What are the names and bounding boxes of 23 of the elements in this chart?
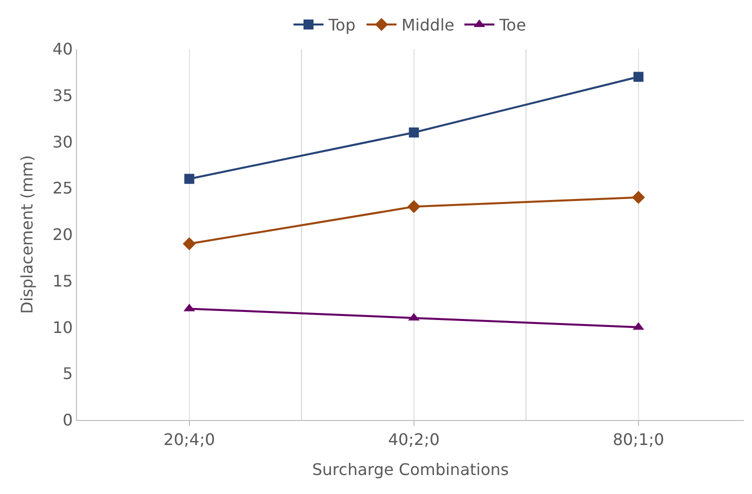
legend-label: Middle: [402, 16, 454, 35]
legend-label: Top: [328, 16, 356, 35]
x-tick-label: 40;2;0: [388, 430, 440, 450]
x-tick-label: 20;4;0: [164, 430, 216, 450]
y-tick-label: 35: [52, 86, 73, 105]
y-tick-label: 5: [62, 364, 73, 384]
y-tick-label: 0: [62, 410, 73, 430]
x-axis-title: Surcharge Combinations: [312, 460, 509, 479]
y-tick-label: 15: [52, 271, 73, 290]
point: [182, 237, 196, 250]
y-axis-title: Displacement (mm): [17, 155, 36, 314]
y-tick-label: 20: [52, 225, 73, 244]
y-tick-label: 40: [52, 40, 73, 59]
x-tick-label: 80;1;0: [612, 430, 664, 450]
y-tick-label: 10: [52, 318, 73, 337]
point: [632, 190, 645, 204]
point: [184, 174, 194, 184]
point: [407, 200, 420, 214]
y-tick-label: 30: [52, 132, 73, 152]
legend-label: Toe: [498, 16, 526, 35]
point: [633, 72, 644, 82]
y-tick-label: 25: [52, 178, 73, 198]
point: [408, 127, 419, 138]
